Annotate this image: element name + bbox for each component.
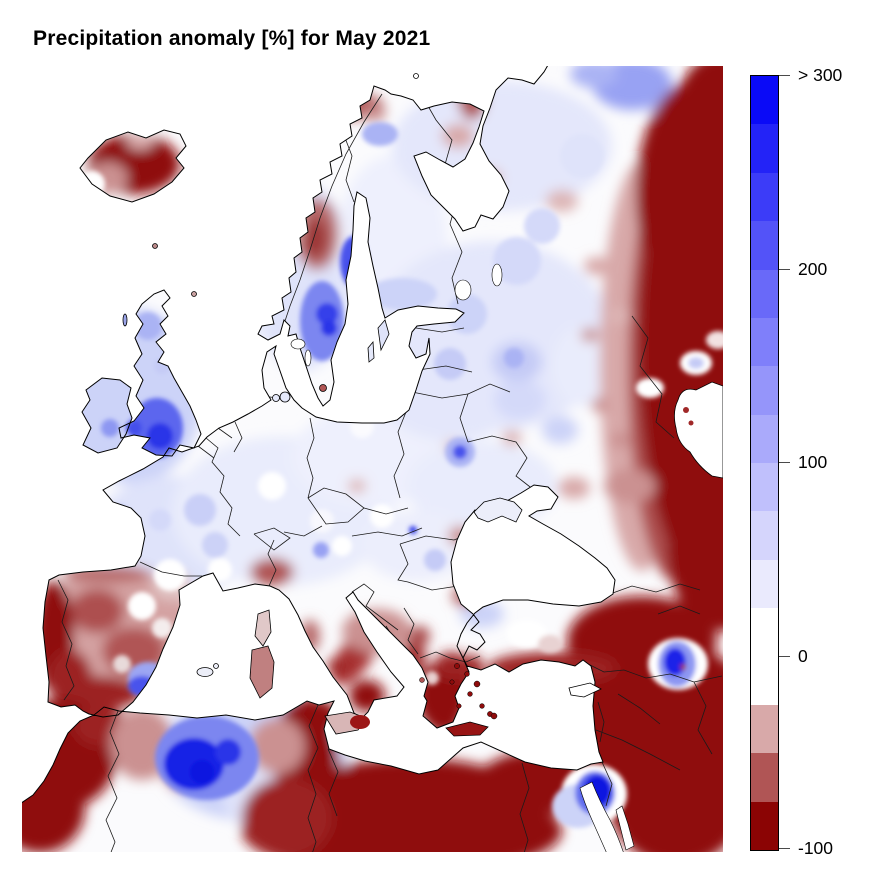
- colorbar-segment: [751, 172, 778, 222]
- colorbar-tick-label: 200: [798, 258, 828, 279]
- colorbar-segment: [751, 366, 778, 415]
- colorbar-segment: [751, 76, 778, 125]
- colorbar-segment: [751, 463, 778, 512]
- colorbar-gradient: [750, 75, 779, 851]
- colorbar-segment: [751, 608, 778, 705]
- lakes: [290, 263, 503, 367]
- colorbar-segment: [751, 269, 778, 318]
- colorbar-segment: [751, 124, 778, 173]
- colorbar-tick: [779, 848, 790, 849]
- colorbar-segment: [751, 414, 778, 463]
- colorbar-tick-label: 100: [798, 452, 828, 472]
- caspian-sea: [674, 381, 723, 479]
- colorbar: > 300 200 100 0 -100: [750, 65, 875, 858]
- colorbar-segment: [751, 559, 778, 609]
- colorbar-segment: [751, 511, 778, 560]
- colorbar-tick: [779, 462, 790, 463]
- colorbar-segment: [751, 753, 778, 802]
- colorbar-tick: [779, 75, 790, 76]
- red-sea-gulfs: [579, 781, 635, 852]
- map-canvas: [22, 66, 723, 852]
- islands: [122, 73, 602, 737]
- colorbar-tick-label: > 300: [798, 65, 843, 85]
- colorbar-segment: [751, 801, 778, 850]
- colorbar-segment: [751, 317, 778, 367]
- colorbar-tick-label: -100: [798, 838, 834, 858]
- aegean-islands: [419, 663, 498, 720]
- colorbar-tick-label: 0: [798, 645, 808, 666]
- europe-anomaly-map: [22, 66, 723, 852]
- page-title: Precipitation anomaly [%] for May 2021: [33, 27, 431, 50]
- colorbar-tick: [779, 655, 790, 657]
- colorbar-segment: [751, 221, 778, 270]
- colorbar-tick: [779, 268, 790, 270]
- colorbar-segment: [751, 704, 778, 754]
